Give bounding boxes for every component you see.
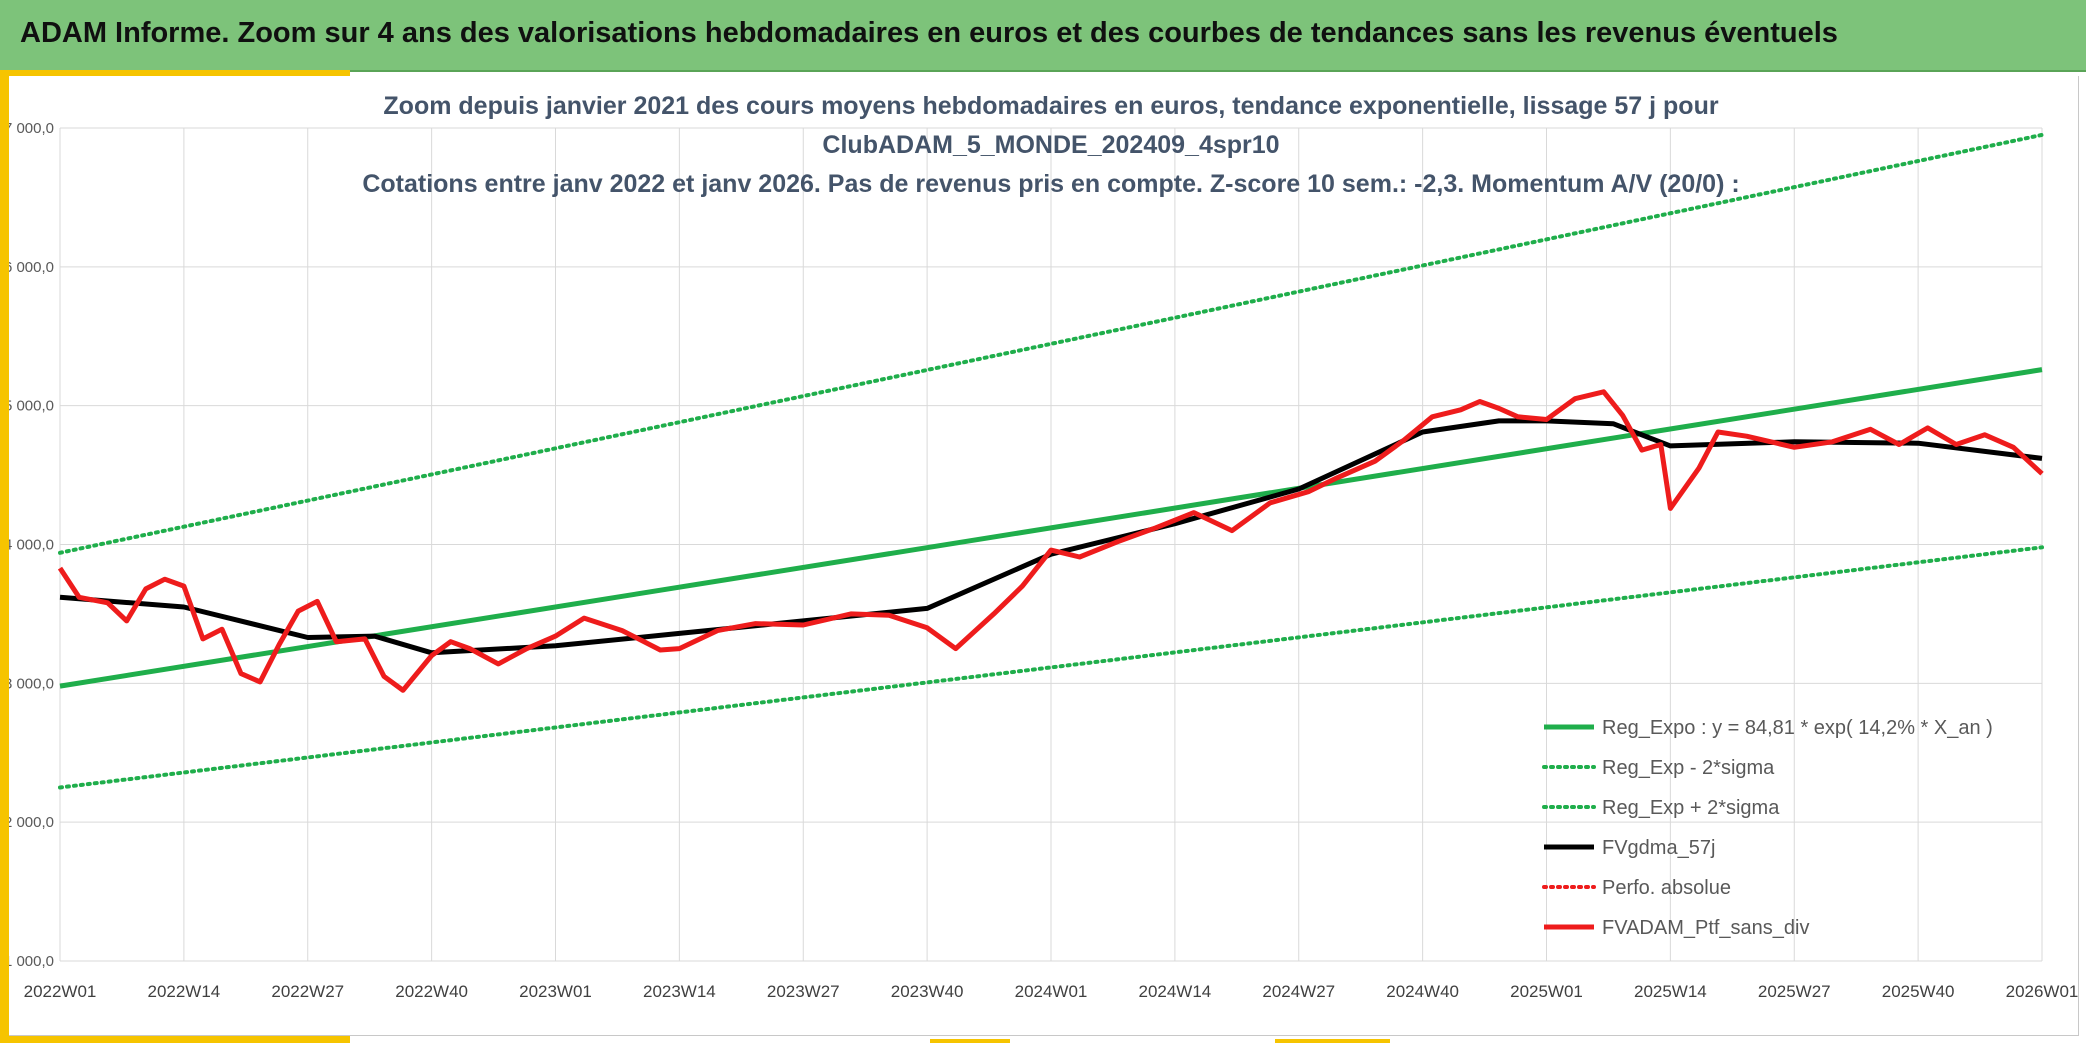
legend-label: FVADAM_Ptf_sans_div: [1602, 917, 1810, 939]
x-tick-label: 2024W01: [1015, 982, 1088, 1001]
legend-label: FVgdma_57j: [1602, 837, 1715, 859]
x-tick-label: 2026W01: [2006, 982, 2078, 1001]
chart-frame: 1 000,0 2 000,0 3 000,0 4 000,0 5 000,0 6 000…: [9, 76, 2079, 1036]
trend-chart: 1 000,0 2 000,0 3 000,0 4 000,0 5 000,0 6 000…: [9, 92, 2078, 1001]
chart-title-line: Zoom depuis janvier 2021 des cours moyen…: [383, 92, 1718, 120]
x-tick-label: 2025W14: [1634, 982, 1707, 1001]
x-tick-label: 2022W40: [395, 982, 468, 1001]
x-tick-label: 2024W14: [1138, 982, 1211, 1001]
x-tick-label: 2023W27: [767, 982, 840, 1001]
legend-label: Reg_Exp + 2*sigma: [1602, 797, 1780, 819]
x-tick-label: 2022W01: [24, 982, 97, 1001]
accent-bar-bottom: [0, 1036, 350, 1043]
x-tick-label: 2023W40: [891, 982, 964, 1001]
x-tick-label: 2025W40: [1882, 982, 1955, 1001]
chart-title-line: ClubADAM_5_MONDE_202409_4spr10: [822, 131, 1279, 159]
y-tick-label: 4 000,0: [9, 537, 54, 554]
x-tick-label: 2024W40: [1386, 982, 1459, 1001]
chart-title-line: Cotations entre janv 2022 et janv 2026. …: [362, 170, 1739, 198]
x-tick-label: 2025W27: [1758, 982, 1831, 1001]
x-tick-label: 2023W01: [519, 982, 592, 1001]
accent-bar-left: [0, 70, 9, 1043]
y-tick-label: 5 000,0: [9, 398, 54, 415]
y-tick-label: 3 000,0: [9, 675, 54, 692]
y-tick-label: 1 000,0: [9, 953, 54, 970]
x-tick-label: 2022W27: [271, 982, 344, 1001]
x-tick-label: 2025W01: [1510, 982, 1583, 1001]
accent-bar-bottom-right: [1275, 1039, 1390, 1043]
accent-bar-bottom-mid: [930, 1039, 1010, 1043]
series-reg-exp-minus-2sigma: [58, 545, 2044, 790]
legend-label: Reg_Expo : y = 84,81 * exp( 14,2% * X_an…: [1602, 717, 1993, 739]
series-fvadam-ptf: [57, 389, 2044, 693]
y-tick-label: 2 000,0: [9, 814, 54, 831]
x-tick-label: 2024W27: [1262, 982, 1335, 1001]
series-reg-exp-plus-2sigma: [58, 132, 2044, 555]
accent-bar-top: [0, 70, 350, 76]
x-tick-label: 2023W14: [643, 982, 716, 1001]
y-tick-label: 6 000,0: [9, 259, 54, 276]
series-reg-expo: [59, 367, 2043, 689]
x-tick-label: 2022W14: [147, 982, 220, 1001]
legend-label: Reg_Exp - 2*sigma: [1602, 757, 1775, 779]
header-banner: ADAM Informe. Zoom sur 4 ans des valoris…: [0, 0, 2086, 72]
page-title: ADAM Informe. Zoom sur 4 ans des valoris…: [20, 17, 1838, 49]
y-tick-label: 7 000,0: [9, 120, 54, 137]
legend-label: Perfo. absolue: [1602, 877, 1731, 899]
